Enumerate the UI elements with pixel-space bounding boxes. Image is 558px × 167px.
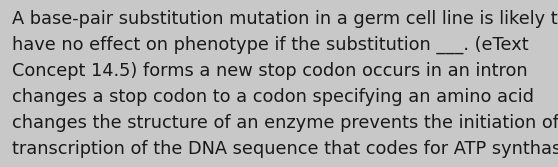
Text: transcription of the DNA sequence that codes for ATP synthase: transcription of the DNA sequence that c… [12, 140, 558, 158]
Text: changes a stop codon to a codon specifying an amino acid: changes a stop codon to a codon specifyi… [12, 88, 534, 106]
Text: A base-pair substitution mutation in a germ cell line is likely to: A base-pair substitution mutation in a g… [12, 10, 558, 28]
Text: Concept 14.5) forms a new stop codon occurs in an intron: Concept 14.5) forms a new stop codon occ… [12, 62, 528, 80]
Text: changes the structure of an enzyme prevents the initiation of: changes the structure of an enzyme preve… [12, 114, 558, 132]
Text: have no effect on phenotype if the substitution ___. (eText: have no effect on phenotype if the subst… [12, 36, 528, 54]
